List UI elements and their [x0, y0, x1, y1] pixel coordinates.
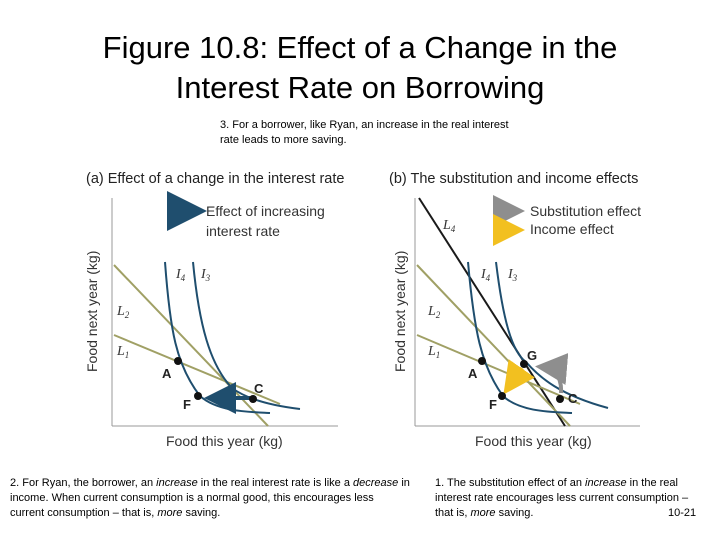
indifference-curve-i4-b — [467, 261, 573, 414]
title-line-1: Figure 10.8: Effect of a Change in the — [102, 30, 618, 65]
panel-a-y-axis-label: Food next year (kg) — [84, 251, 100, 372]
slide-number: 10-21 — [668, 507, 697, 519]
point-g — [520, 360, 528, 368]
label-i3-b: I3 — [507, 267, 518, 283]
label-a-b: A — [468, 366, 478, 381]
point-c-b — [556, 395, 564, 403]
label-c-b: C — [568, 391, 578, 406]
label-i4-b: I4 — [480, 267, 491, 283]
label-l1-b: L1 — [427, 344, 440, 360]
label-l4: L4 — [442, 218, 456, 234]
panel-b-y-axis-label: Food next year (kg) — [392, 251, 408, 372]
indifference-curve-i4 — [164, 261, 271, 414]
label-a: A — [162, 366, 172, 381]
label-g: G — [527, 348, 537, 363]
label-c: C — [254, 381, 264, 396]
panel-a-title: (a) Effect of a change in the interest r… — [86, 171, 344, 187]
panel-a-legend-line-1: Effect of increasing — [206, 203, 325, 219]
point-c — [249, 395, 257, 403]
label-l2: L2 — [116, 304, 130, 320]
point-a-b — [478, 357, 486, 365]
title-line-2: Interest Rate on Borrowing — [175, 70, 545, 105]
substitution-effect-arrow — [535, 353, 569, 394]
label-l1: L1 — [116, 344, 129, 360]
label-i4: I4 — [175, 267, 186, 283]
annotation-1: 1. The substitution effect of an increas… — [435, 477, 689, 519]
panel-a-x-axis-label: Food this year (kg) — [166, 433, 283, 449]
panel-b-title: (b) The substitution and income effects — [389, 171, 638, 187]
panel-a-legend-line-2: interest rate — [206, 223, 280, 239]
page-title: Figure 10.8: Effect of a Change in the I… — [0, 28, 720, 108]
panel-b-x-axis-label: Food this year (kg) — [475, 433, 592, 449]
point-f-b — [498, 392, 506, 400]
legend-substitution-label: Substitution effect — [530, 203, 641, 219]
annotation-2: 2. For Ryan, the borrower, an increase i… — [10, 477, 410, 519]
panel-b: (b) The substitution and income effects … — [389, 171, 641, 449]
point-a — [174, 357, 182, 365]
label-i3: I3 — [200, 267, 211, 283]
indifference-curve-i3 — [192, 261, 301, 410]
indifference-curve-i3-b — [495, 261, 609, 409]
point-f — [194, 392, 202, 400]
label-f: F — [183, 397, 191, 412]
budget-line-l1 — [113, 334, 281, 405]
label-l2-b: L2 — [427, 304, 441, 320]
income-effect-arrow — [503, 359, 535, 395]
legend-income-label: Income effect — [530, 221, 614, 237]
budget-line-l2-b — [416, 264, 571, 427]
budget-line-l1-b — [416, 334, 581, 405]
label-f-b: F — [489, 397, 497, 412]
panel-a: (a) Effect of a change in the interest r… — [84, 171, 344, 449]
annotation-3: 3. For a borrower, like Ryan, an increas… — [220, 119, 509, 146]
